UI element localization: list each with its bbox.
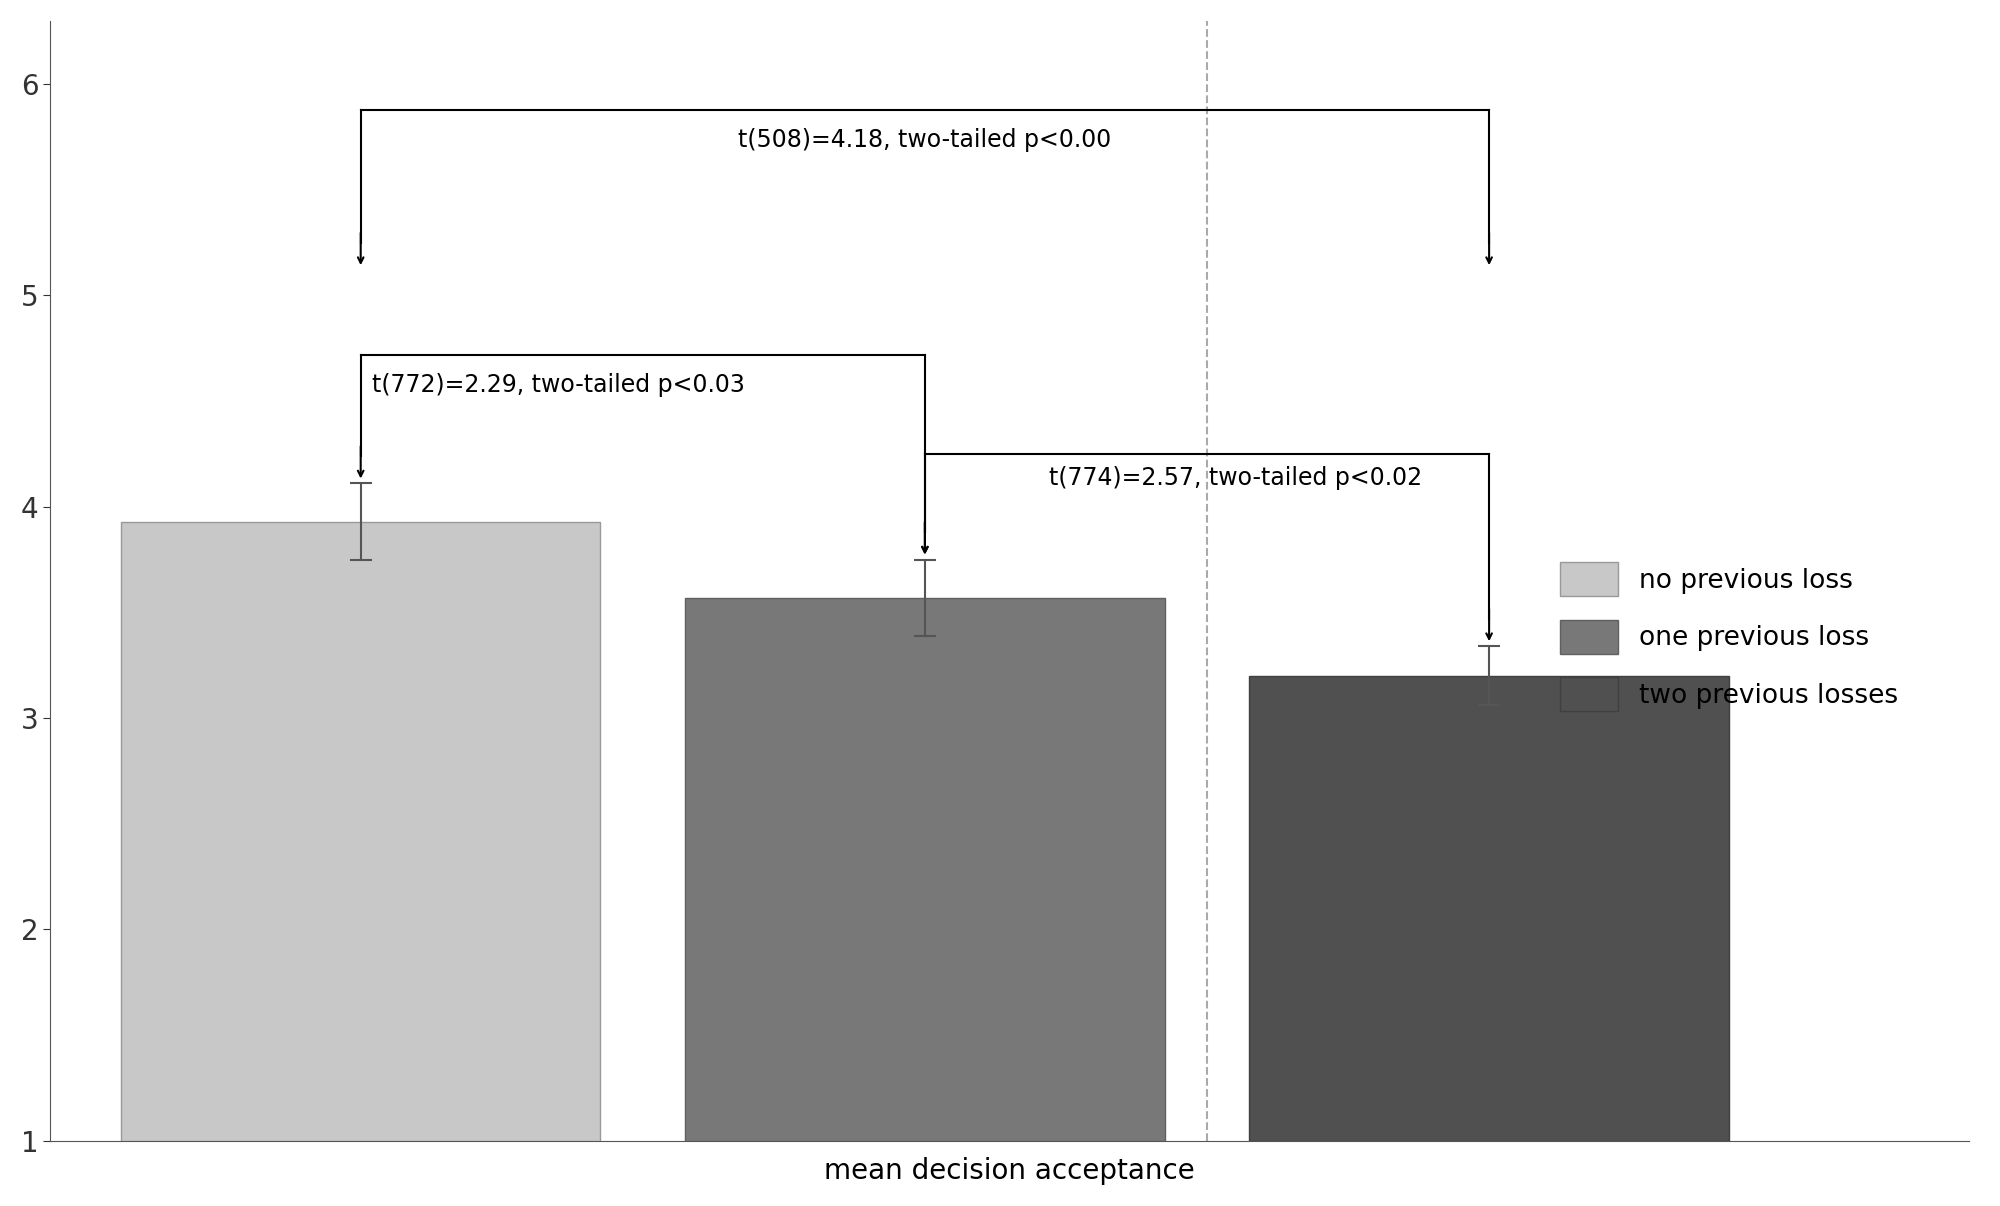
Bar xyxy=(1250,675,1728,1141)
X-axis label: mean decision acceptance: mean decision acceptance xyxy=(824,1158,1194,1185)
Text: t(508)=4.18, two-tailed p<0.00: t(508)=4.18, two-tailed p<0.00 xyxy=(738,128,1112,152)
Bar xyxy=(120,521,600,1141)
Text: t(774)=2.57, two-tailed p<0.02: t(774)=2.57, two-tailed p<0.02 xyxy=(1048,466,1422,490)
Bar xyxy=(686,597,1164,1141)
Legend: no previous loss, one previous loss, two previous losses: no previous loss, one previous loss, two… xyxy=(1560,562,1898,712)
Text: t(772)=2.29, two-tailed p<0.03: t(772)=2.29, two-tailed p<0.03 xyxy=(372,373,744,397)
